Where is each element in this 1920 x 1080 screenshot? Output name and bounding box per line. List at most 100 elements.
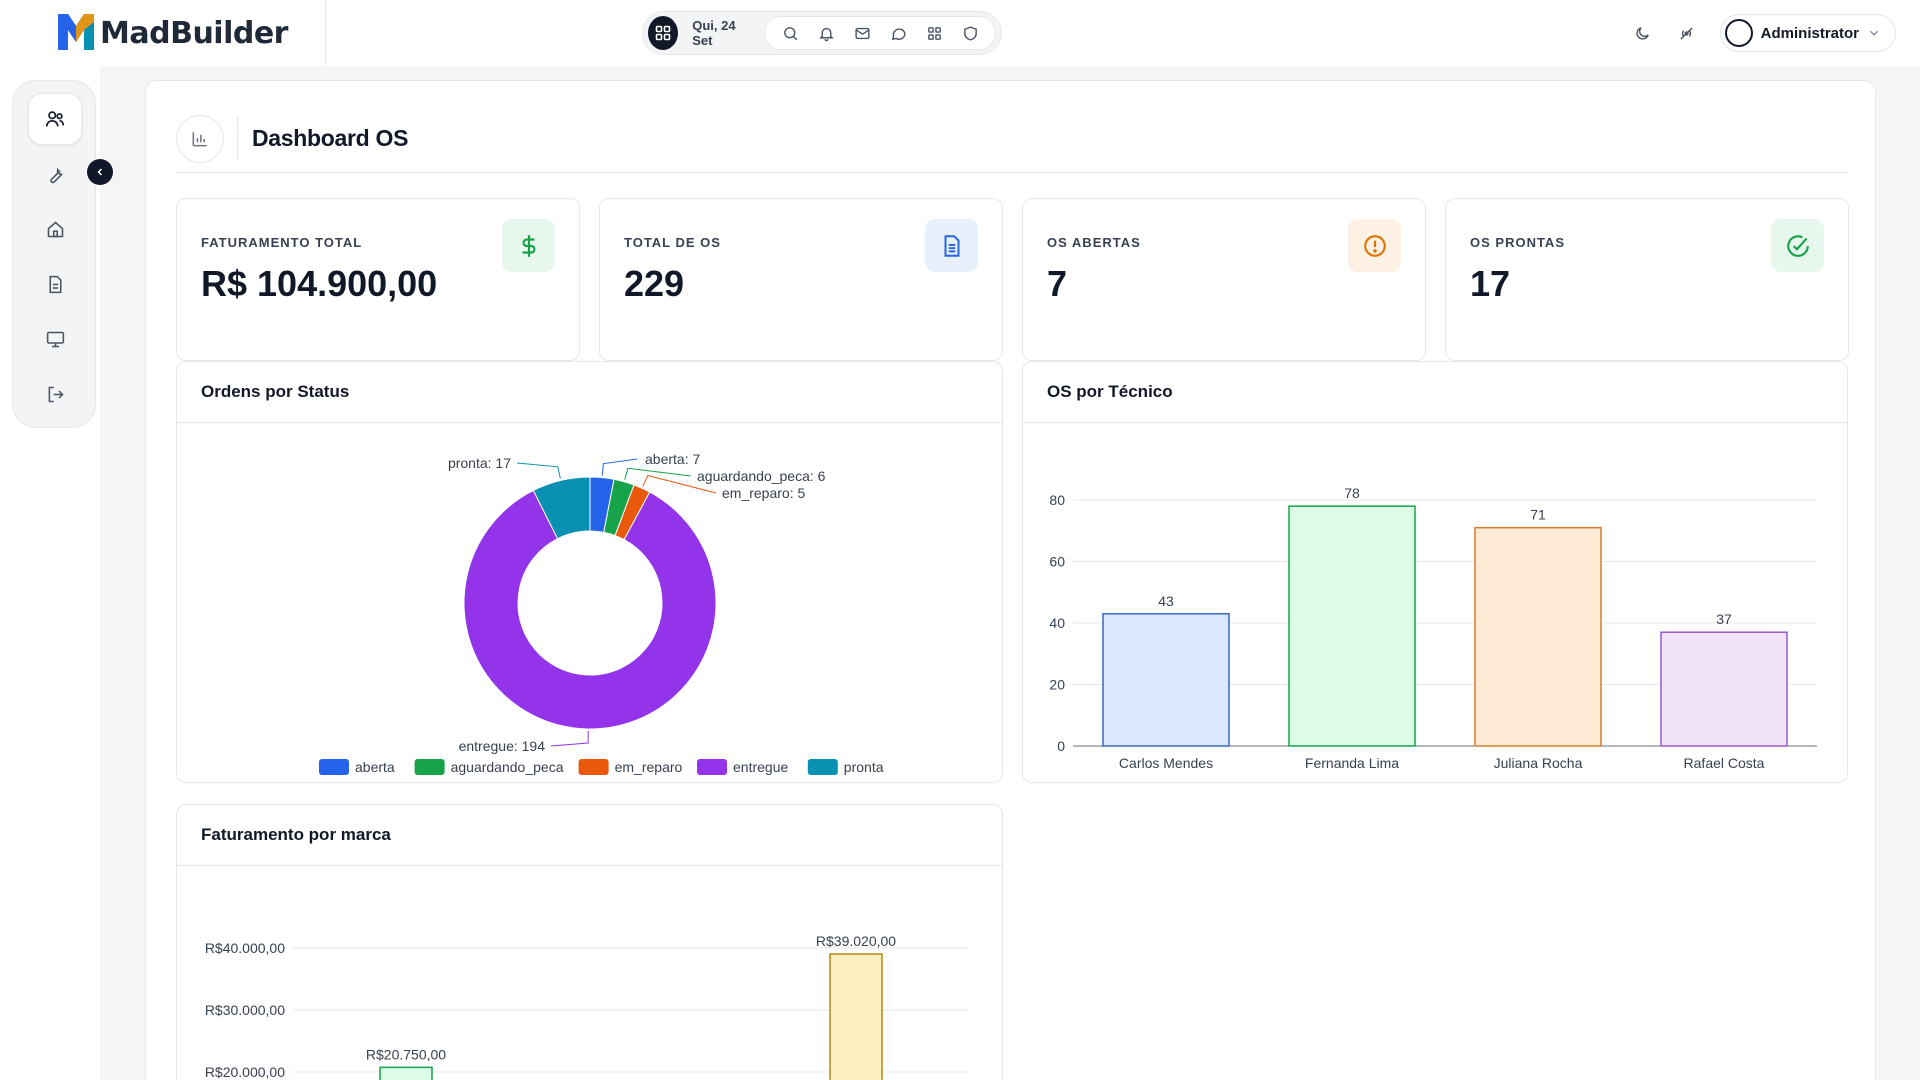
y-tick-label: 40	[1049, 615, 1065, 631]
legend-swatch	[578, 759, 609, 775]
panel-faturamento-marca: Faturamento por marca R$20.000,00 R$30.00…	[176, 804, 1003, 1080]
stat-card-faturamento: FATURAMENTO TOTAL R$ 104.900,00	[176, 198, 580, 361]
bar	[1102, 613, 1230, 747]
y-tick-label: 80	[1049, 492, 1065, 508]
panel-ordens-status: Ordens por Status aberta: 7 aguardando_pe…	[176, 361, 1003, 783]
chat-button[interactable]	[881, 16, 915, 50]
sidebar-collapse-button[interactable]	[87, 159, 113, 185]
stat-value: R$ 104.900,00	[201, 263, 438, 304]
sidebar-item-home[interactable]	[28, 203, 82, 255]
donut-data-label: aguardando_peca: 6	[697, 468, 826, 484]
page-title: Dashboard OS	[252, 125, 409, 151]
shield-icon	[963, 25, 977, 41]
bar-value-label: 37	[1716, 611, 1732, 627]
donut-data-label: em_reparo: 5	[722, 485, 805, 501]
legend-label: pronta	[844, 759, 884, 775]
bar-value-label: R$20.750,00	[366, 1046, 446, 1062]
bar	[1660, 631, 1788, 747]
sidebar-item-users[interactable]	[28, 93, 82, 145]
bar-value-label: R$39.020,00	[816, 933, 896, 949]
bar-value-label: 71	[1530, 507, 1546, 523]
donut-slice-entregue	[463, 489, 717, 730]
stat-icon-box	[1348, 219, 1401, 272]
bar	[1474, 526, 1602, 747]
date-label: Qui, 24 Set	[692, 18, 736, 48]
panel-title: OS por Técnico	[1047, 382, 1173, 401]
check-circle-icon	[1786, 234, 1809, 257]
connection-button[interactable]	[1670, 14, 1704, 52]
stat-value: 17	[1470, 263, 1511, 304]
sidebar-item-tools[interactable]	[28, 148, 82, 200]
panel-header: OS por Técnico	[1023, 362, 1847, 423]
quick-actions	[764, 16, 996, 50]
bar	[379, 1066, 433, 1080]
bar-value-label: 43	[1158, 593, 1174, 609]
chevron-left-icon	[97, 168, 103, 176]
x-tick-label: Rafael Costa	[1684, 755, 1765, 771]
stat-label: OS PRONTAS	[1470, 235, 1565, 250]
chat-icon	[891, 27, 906, 40]
donut-leader-line	[601, 458, 638, 476]
stat-card-os-prontas: OS PRONTAS 17	[1445, 198, 1849, 361]
donut-leader-line	[516, 462, 561, 479]
panel-title: Faturamento por marca	[201, 825, 391, 844]
search-icon	[783, 26, 797, 40]
sidebar-item-documents[interactable]	[28, 258, 82, 310]
stat-value: 229	[624, 263, 685, 304]
page-icon	[176, 114, 224, 163]
panel-header: Ordens por Status	[177, 362, 1002, 423]
top-bar: MadBuilder Qui, 24 Set	[0, 0, 1920, 66]
donut-data-label: aberta: 7	[645, 451, 700, 467]
avatar	[1724, 19, 1753, 47]
sidebar-item-logout[interactable]	[28, 368, 82, 420]
top-right-controls: Administrator	[1626, 14, 1896, 52]
alert-icon	[1363, 234, 1386, 257]
grid-icon	[655, 25, 671, 41]
y-tick-label: 60	[1049, 554, 1065, 570]
moon-icon	[1636, 26, 1649, 40]
donut-slice-pronta	[532, 476, 591, 540]
donut-leader-line	[550, 730, 589, 747]
y-tick-label: 20	[1049, 677, 1065, 693]
panel-os-tecnico: OS por Técnico 0 20 40 60 80 43 Carlos Mendes 7…	[1022, 361, 1848, 783]
y-tick-label: R$40.000,00	[205, 940, 285, 956]
bar-value-label: 78	[1344, 485, 1360, 501]
stat-label: OS ABERTAS	[1047, 235, 1141, 250]
y-tick-label: R$20.000,00	[205, 1064, 285, 1080]
user-menu[interactable]: Administrator	[1719, 14, 1896, 52]
sidebar-item-monitor[interactable]	[28, 313, 82, 365]
messages-button[interactable]	[845, 16, 879, 50]
x-tick-label: Fernanda Lima	[1305, 755, 1399, 771]
stat-value: 7	[1047, 263, 1068, 304]
main-panel: Dashboard OS FATURAMENTO TOTAL R$ 104.90…	[145, 80, 1876, 1080]
legend-label: aberta	[355, 759, 395, 775]
apps-menu-button[interactable]	[648, 16, 679, 50]
bar	[829, 953, 883, 1080]
donut-data-label: pronta: 17	[448, 455, 511, 471]
stat-label: FATURAMENTO TOTAL	[201, 235, 363, 250]
document-icon	[944, 234, 959, 257]
legend-label: em_reparo	[615, 759, 683, 775]
stat-card-os-abertas: OS ABERTAS 7	[1022, 198, 1426, 361]
tecnico-bar-chart: 0 20 40 60 80 43 Carlos Mendes 78 Fernanda Lima 7…	[1049, 485, 1817, 771]
signal-icon	[1680, 26, 1693, 40]
y-tick-label: R$30.000,00	[205, 1002, 285, 1018]
legend-swatch	[807, 759, 838, 775]
theme-toggle[interactable]	[1626, 14, 1660, 52]
mail-icon	[854, 27, 870, 39]
x-tick-label: Carlos Mendes	[1119, 755, 1213, 771]
apps-icon	[927, 26, 941, 40]
home-icon	[47, 220, 63, 237]
brand[interactable]: MadBuilder	[0, 0, 326, 66]
y-tick-label: 0	[1057, 738, 1065, 754]
bell-icon	[818, 27, 834, 41]
donut-leader-line	[642, 474, 717, 494]
security-button[interactable]	[953, 16, 987, 50]
bar-chart-icon	[192, 131, 207, 146]
notifications-button[interactable]	[809, 16, 843, 50]
sidebar	[12, 80, 96, 428]
search-button[interactable]	[773, 16, 807, 50]
apps-button[interactable]	[917, 16, 951, 50]
brand-logo-icon	[58, 14, 94, 50]
dollar-icon	[522, 234, 535, 257]
